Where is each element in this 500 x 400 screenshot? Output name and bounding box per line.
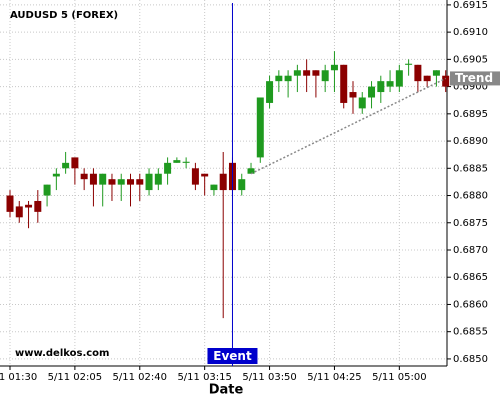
candle-body: [127, 179, 135, 185]
y-tick-label: 0.6905: [453, 54, 488, 65]
candle-body: [164, 162, 172, 174]
candle-body: [395, 70, 403, 87]
y-tick-label: 0.6865: [453, 272, 488, 283]
candle-body: [201, 173, 209, 177]
candle-body: [89, 173, 97, 185]
candle-body: [52, 173, 60, 177]
event-label: Event: [213, 349, 252, 363]
x-tick-label: 5/11 01:30: [0, 372, 37, 383]
x-tick-label: 5/11 02:05: [48, 372, 102, 383]
candle-body: [6, 195, 14, 212]
y-tick-label: 0.6875: [453, 218, 488, 229]
trend-line: [250, 77, 447, 175]
candle-body: [62, 162, 70, 169]
candle-body: [43, 184, 51, 196]
candle-body: [99, 173, 107, 185]
candle-body: [423, 75, 431, 82]
y-tick-label: 0.6895: [453, 109, 488, 120]
candle-body: [330, 64, 338, 71]
candle-body: [117, 179, 125, 185]
watermark: www.delkos.com: [15, 348, 109, 359]
candle-body: [405, 63, 413, 65]
candle-body: [80, 173, 88, 180]
candle-body: [154, 173, 162, 185]
candle-body: [275, 75, 283, 82]
candle-body: [414, 64, 422, 82]
candle-body: [442, 75, 450, 87]
y-tick-label: 0.6900: [453, 82, 488, 93]
y-tick-label: 0.6885: [453, 163, 488, 174]
candle-body: [386, 81, 394, 87]
candle-body: [284, 75, 292, 82]
y-tick-label: 0.6860: [453, 299, 488, 310]
y-tick-label: 0.6910: [453, 27, 488, 38]
candle-body: [293, 70, 301, 76]
candle-body: [247, 168, 255, 174]
x-tick-label: 5/11 03:50: [242, 372, 296, 383]
candle-body: [108, 179, 116, 185]
x-tick-label: 5/11 03:15: [177, 372, 231, 383]
candle-body: [349, 92, 357, 98]
y-tick-label: 0.6880: [453, 191, 488, 202]
candle-body: [71, 157, 79, 169]
trend-label-box: [450, 71, 500, 86]
candle-body: [210, 184, 218, 191]
candle-body: [266, 81, 274, 103]
x-tick-label: 5/11 04:25: [307, 372, 361, 383]
candle-body: [219, 173, 227, 191]
trend-label: Trend: [455, 71, 493, 85]
y-tick-label: 0.6870: [453, 245, 488, 256]
candle-body: [368, 86, 376, 98]
candle-body: [145, 173, 153, 191]
candle-body: [182, 161, 190, 163]
candle-body: [191, 168, 199, 185]
candle-body: [340, 64, 348, 103]
candle-body: [321, 70, 329, 82]
candle-body: [432, 70, 440, 76]
chart-title: AUDUSD 5 (FOREX): [10, 10, 118, 21]
candle-body: [136, 179, 144, 185]
candle-body: [256, 97, 264, 158]
event-label-box: [207, 348, 258, 364]
y-tick-label: 0.6850: [453, 354, 488, 365]
candle-body: [34, 200, 42, 212]
y-tick-label: 0.6890: [453, 136, 488, 147]
candle-body: [358, 97, 366, 109]
candle-body: [25, 204, 33, 208]
candle-body: [15, 206, 23, 218]
x-axis-label: Date: [209, 383, 244, 398]
candle-body: [312, 70, 320, 76]
candle-body: [303, 70, 311, 76]
y-tick-label: 0.6915: [453, 0, 488, 11]
candle-body: [377, 81, 385, 93]
candle-body: [173, 160, 181, 163]
x-tick-label: 5/11 05:00: [372, 372, 426, 383]
y-tick-label: 0.6855: [453, 327, 488, 338]
candle-body: [238, 179, 246, 191]
x-tick-label: 5/11 02:40: [113, 372, 167, 383]
